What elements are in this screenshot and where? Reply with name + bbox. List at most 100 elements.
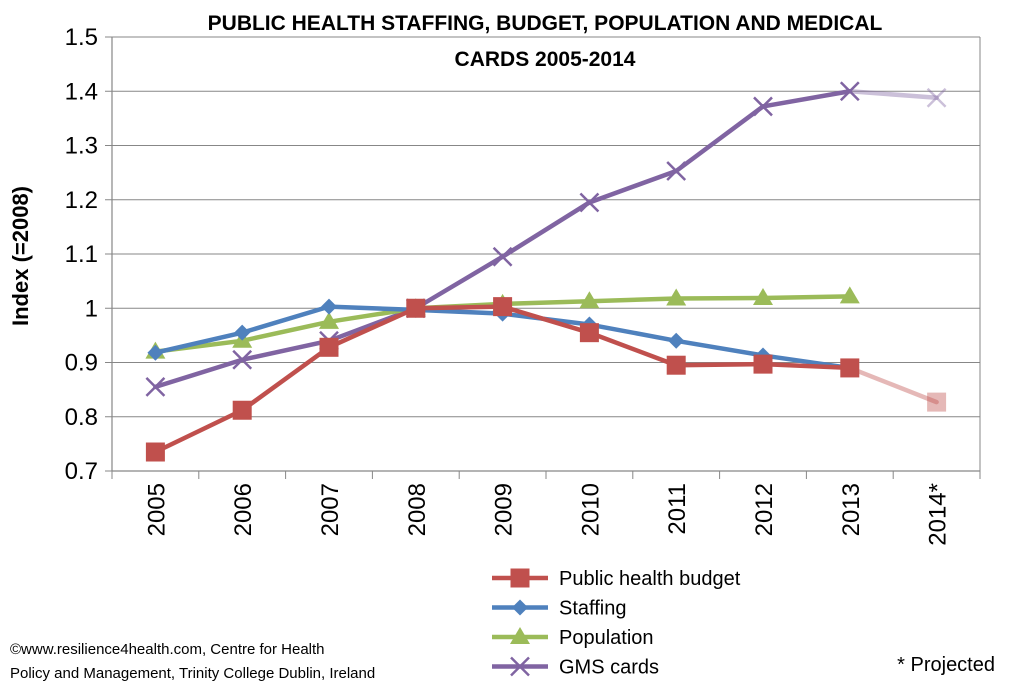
series-line-segment bbox=[673, 338, 766, 358]
diamond-marker bbox=[234, 324, 251, 341]
y-tick-label: 1.4 bbox=[65, 78, 98, 105]
series-line-segment bbox=[326, 306, 419, 350]
data-point bbox=[666, 355, 686, 375]
series-line-segment bbox=[500, 298, 592, 307]
x-tick-label: 2006 bbox=[230, 483, 257, 536]
square-marker bbox=[579, 323, 599, 343]
data-point bbox=[753, 96, 773, 117]
x-marker-stroke bbox=[510, 656, 530, 677]
y-tick-label: 0.7 bbox=[65, 458, 98, 485]
square-marker bbox=[753, 354, 773, 374]
data-point bbox=[927, 392, 947, 412]
x-marker-stroke bbox=[666, 161, 687, 181]
data-point bbox=[493, 297, 513, 317]
data-point bbox=[232, 349, 253, 370]
series-line-segment bbox=[153, 407, 245, 455]
chart-title-line-1: PUBLIC HEALTH STAFFING, BUDGET, POPULATI… bbox=[208, 12, 883, 35]
data-point bbox=[319, 311, 339, 329]
data-point bbox=[492, 246, 513, 267]
data-point bbox=[321, 298, 337, 315]
x-marker-stroke bbox=[839, 81, 860, 102]
x-marker-stroke bbox=[753, 96, 773, 117]
data-point bbox=[668, 332, 685, 349]
legend-item: Public health budget bbox=[492, 568, 741, 590]
legend-item: Staffing bbox=[492, 598, 626, 620]
series-line-segment bbox=[673, 295, 766, 301]
data-point bbox=[579, 192, 600, 213]
legend-label: Population bbox=[559, 627, 654, 649]
x-tick-label: 2014* bbox=[925, 483, 952, 546]
series-line-segment bbox=[587, 330, 679, 368]
data-point bbox=[753, 354, 773, 374]
x-tick-label: 2012 bbox=[751, 483, 778, 536]
series-line-segment bbox=[326, 304, 419, 313]
legend-label: Public health budget bbox=[559, 568, 741, 590]
legend-label: Staffing bbox=[559, 598, 626, 620]
data-point bbox=[753, 287, 773, 305]
square-marker bbox=[232, 400, 252, 420]
x-tick-label: 2013 bbox=[838, 483, 865, 536]
y-tick-label: 1.3 bbox=[65, 133, 98, 160]
legend-label: GMS cards bbox=[559, 657, 659, 679]
x-tick-label: 2009 bbox=[491, 483, 518, 536]
legend-item: GMS cards bbox=[492, 657, 659, 679]
diamond-marker bbox=[512, 599, 528, 616]
data-point bbox=[579, 323, 599, 343]
series-line-segment bbox=[760, 89, 853, 109]
credit-line-1: ©www.resilience4health.com, Centre for H… bbox=[10, 641, 325, 658]
data-point bbox=[839, 81, 860, 102]
series-line-segment bbox=[847, 365, 939, 405]
y-tick-label: 1.1 bbox=[65, 241, 98, 268]
x-marker-stroke bbox=[926, 87, 947, 108]
data-point bbox=[666, 161, 687, 181]
x-marker-stroke bbox=[926, 87, 947, 108]
legend-marker bbox=[510, 656, 530, 677]
series-line-segment bbox=[239, 345, 332, 413]
x-tick-labels: 2005 2006 2007 2008 2009 2010 2011 2012 2013 2014… bbox=[143, 483, 951, 546]
projected-note: * Projected bbox=[897, 654, 995, 676]
x-tick-label: 2005 bbox=[143, 483, 170, 536]
triangle-marker bbox=[753, 287, 773, 305]
series-line-segment bbox=[760, 294, 853, 301]
series-line-segment bbox=[413, 254, 505, 311]
axes bbox=[105, 36, 981, 479]
square-marker bbox=[145, 442, 165, 462]
triangle-marker bbox=[510, 627, 530, 644]
series-line-segment bbox=[587, 168, 679, 205]
series-line-segment bbox=[239, 338, 332, 363]
y-tick-label: 0.8 bbox=[65, 404, 98, 431]
x-marker-stroke bbox=[232, 349, 253, 370]
series-line-segment bbox=[413, 304, 505, 311]
series-line-segment bbox=[673, 361, 766, 368]
diamond-marker bbox=[321, 298, 337, 315]
y-tick-label: 0.9 bbox=[65, 350, 98, 377]
series-public-health-budget bbox=[145, 297, 947, 462]
series-line-segment bbox=[500, 304, 592, 335]
series-layer bbox=[145, 81, 947, 462]
data-point bbox=[926, 87, 947, 108]
square-marker bbox=[840, 358, 860, 378]
series-line-segment bbox=[153, 330, 245, 355]
x-tick-label: 2010 bbox=[577, 483, 604, 536]
data-point bbox=[234, 324, 251, 341]
data-point bbox=[232, 400, 252, 420]
triangle-marker bbox=[839, 286, 860, 304]
y-tick-labels: 0.7 0.8 0.9 1 1.1 1.2 1.3 1.4 1.5 bbox=[65, 24, 98, 485]
data-point bbox=[145, 377, 166, 397]
x-tick-label: 2011 bbox=[664, 483, 691, 535]
legend-item: Population bbox=[492, 627, 654, 649]
x-marker-stroke bbox=[579, 192, 600, 213]
triangle-marker bbox=[666, 288, 687, 306]
diamond-marker bbox=[668, 332, 685, 349]
diamond-marker bbox=[147, 344, 164, 361]
data-point bbox=[839, 286, 860, 304]
series-line-segment bbox=[413, 307, 505, 316]
legend-marker bbox=[512, 599, 528, 616]
square-marker bbox=[493, 297, 513, 317]
data-point bbox=[666, 288, 687, 306]
square-marker bbox=[319, 337, 339, 357]
y-tick-label: 1.2 bbox=[65, 187, 98, 214]
series-line-segment bbox=[673, 104, 766, 174]
x-marker-stroke bbox=[492, 246, 513, 267]
